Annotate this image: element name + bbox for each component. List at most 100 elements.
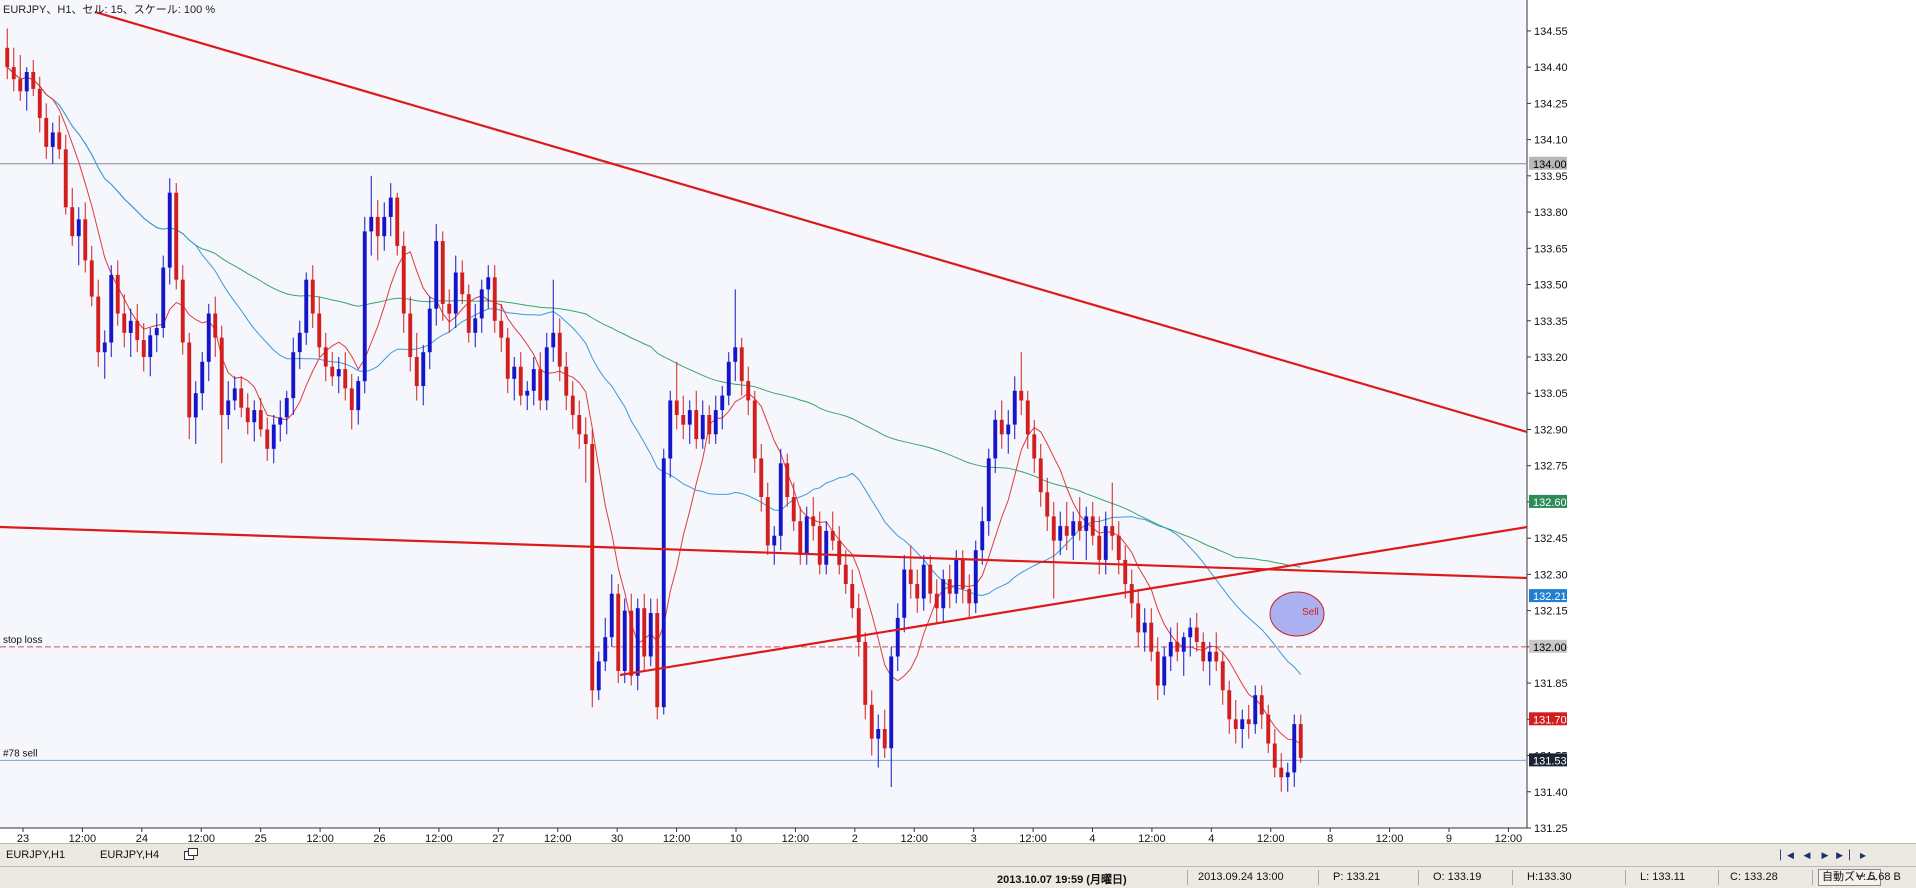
candle-body <box>1220 661 1225 691</box>
candle-body <box>369 216 374 232</box>
y-tick-label: 131.40 <box>1534 787 1568 799</box>
candle-body <box>434 241 439 309</box>
y-tick-label: 134.10 <box>1534 135 1568 147</box>
candle-body <box>876 729 881 739</box>
x-tick-label: 10 <box>730 833 742 843</box>
candle-body <box>50 132 55 147</box>
status-separator <box>1625 870 1626 885</box>
candle-body <box>395 197 400 246</box>
candle-body <box>499 320 504 338</box>
x-tick-label: 12:00 <box>900 833 928 843</box>
candle-body <box>180 279 185 343</box>
candle-body <box>512 366 517 379</box>
candle-body <box>856 608 861 642</box>
candle-body <box>609 593 614 638</box>
candle-body <box>596 661 601 691</box>
candle-body <box>291 352 296 399</box>
candle-body <box>388 197 393 217</box>
candle-body <box>323 347 328 367</box>
candle-body <box>1058 526 1063 541</box>
candle-body <box>1038 458 1043 493</box>
candle-body <box>466 294 471 333</box>
candle-body <box>1181 637 1186 652</box>
last-bar-icon[interactable]: ▶▕ <box>1836 850 1850 860</box>
scroll-right-icon[interactable]: ▸ <box>1859 848 1867 862</box>
tab-eurjpy-h4[interactable]: EURJPY,H4 <box>100 849 160 861</box>
candle-body <box>915 584 920 599</box>
candle-body <box>518 366 523 396</box>
candle-body <box>427 308 432 353</box>
candle-body <box>336 369 341 377</box>
y-tick-label: 134.25 <box>1534 98 1568 110</box>
candle-body <box>141 340 146 357</box>
candle-body <box>63 149 68 208</box>
candle-body <box>310 279 315 314</box>
status-high: H:133.30 <box>1527 871 1572 883</box>
prev-bar-icon[interactable]: ◀ <box>1803 850 1811 860</box>
stop-loss-label: stop loss <box>3 635 42 646</box>
auto-zoom-button[interactable]: 自動ズーム <box>1818 869 1881 886</box>
candle-body <box>798 521 803 555</box>
candle-body <box>362 231 367 382</box>
candle-body <box>154 328 159 336</box>
candle-body <box>271 424 276 449</box>
status-datetime: 2013.10.07 19:59 (月曜日) <box>997 874 1127 886</box>
price-badge <box>1529 156 1567 170</box>
candle-body <box>1051 516 1056 541</box>
x-tick-label: 12:00 <box>69 833 97 843</box>
price-badge <box>1529 589 1567 603</box>
price-badge-label: 134.00 <box>1533 159 1567 171</box>
status-separator <box>1718 870 1719 885</box>
candle-body <box>707 415 712 435</box>
candle-body <box>1162 656 1167 686</box>
x-tick-label: 9 <box>1446 833 1452 843</box>
price-badge <box>1529 712 1567 726</box>
status-close: C: 133.28 <box>1730 871 1778 883</box>
trendline-upper <box>94 10 1528 434</box>
sell-marker <box>1269 591 1325 637</box>
x-tick-label: 12:00 <box>782 833 810 843</box>
candle-body <box>726 361 731 396</box>
candle-body <box>492 277 497 321</box>
candle-body <box>1064 526 1069 536</box>
candle-body <box>687 410 692 425</box>
x-tick-label: 3 <box>971 833 977 843</box>
y-tick-label: 133.65 <box>1534 243 1568 255</box>
status-separator <box>1418 870 1419 885</box>
candle-body <box>304 279 309 333</box>
float-window-icon[interactable] <box>184 848 198 860</box>
candle-body <box>921 564 926 599</box>
x-tick-label: 12:00 <box>1495 833 1523 843</box>
candle-body <box>148 335 153 357</box>
candle-body <box>1077 521 1082 531</box>
candle-body <box>928 564 933 594</box>
candle-body <box>999 419 1004 435</box>
price-badge <box>1529 494 1567 508</box>
candle-body <box>24 72 29 92</box>
candle-body <box>746 381 751 401</box>
status-price: P: 133.21 <box>1333 871 1381 883</box>
candle-body <box>993 419 998 459</box>
next-bar-icon[interactable]: ▶ <box>1821 850 1829 860</box>
candle-body <box>986 458 991 522</box>
x-tick-label: 4 <box>1208 833 1214 843</box>
candle-body <box>1084 516 1089 531</box>
candle-body <box>1168 642 1173 657</box>
candle-body <box>187 342 192 418</box>
candle-body <box>440 241 445 304</box>
candle-body <box>44 117 49 147</box>
first-bar-icon[interactable]: ▏◀ <box>1780 850 1794 860</box>
candle-body <box>473 318 478 333</box>
candle-body <box>583 434 588 444</box>
chart-canvas[interactable]: 134.55 134.40 134.25 134.10 133.95 133.80 133.… <box>0 0 1916 843</box>
candle-body <box>1253 695 1258 725</box>
candle-body <box>167 192 172 268</box>
candle-body <box>668 400 673 459</box>
status-volume: V: 5.68 B <box>1856 871 1901 883</box>
candle-body <box>453 272 458 314</box>
x-tick-label: 30 <box>611 833 623 843</box>
candle-body <box>174 192 179 280</box>
tab-eurjpy-h1[interactable]: EURJPY,H1 <box>6 849 66 861</box>
candle-body <box>967 588 972 604</box>
